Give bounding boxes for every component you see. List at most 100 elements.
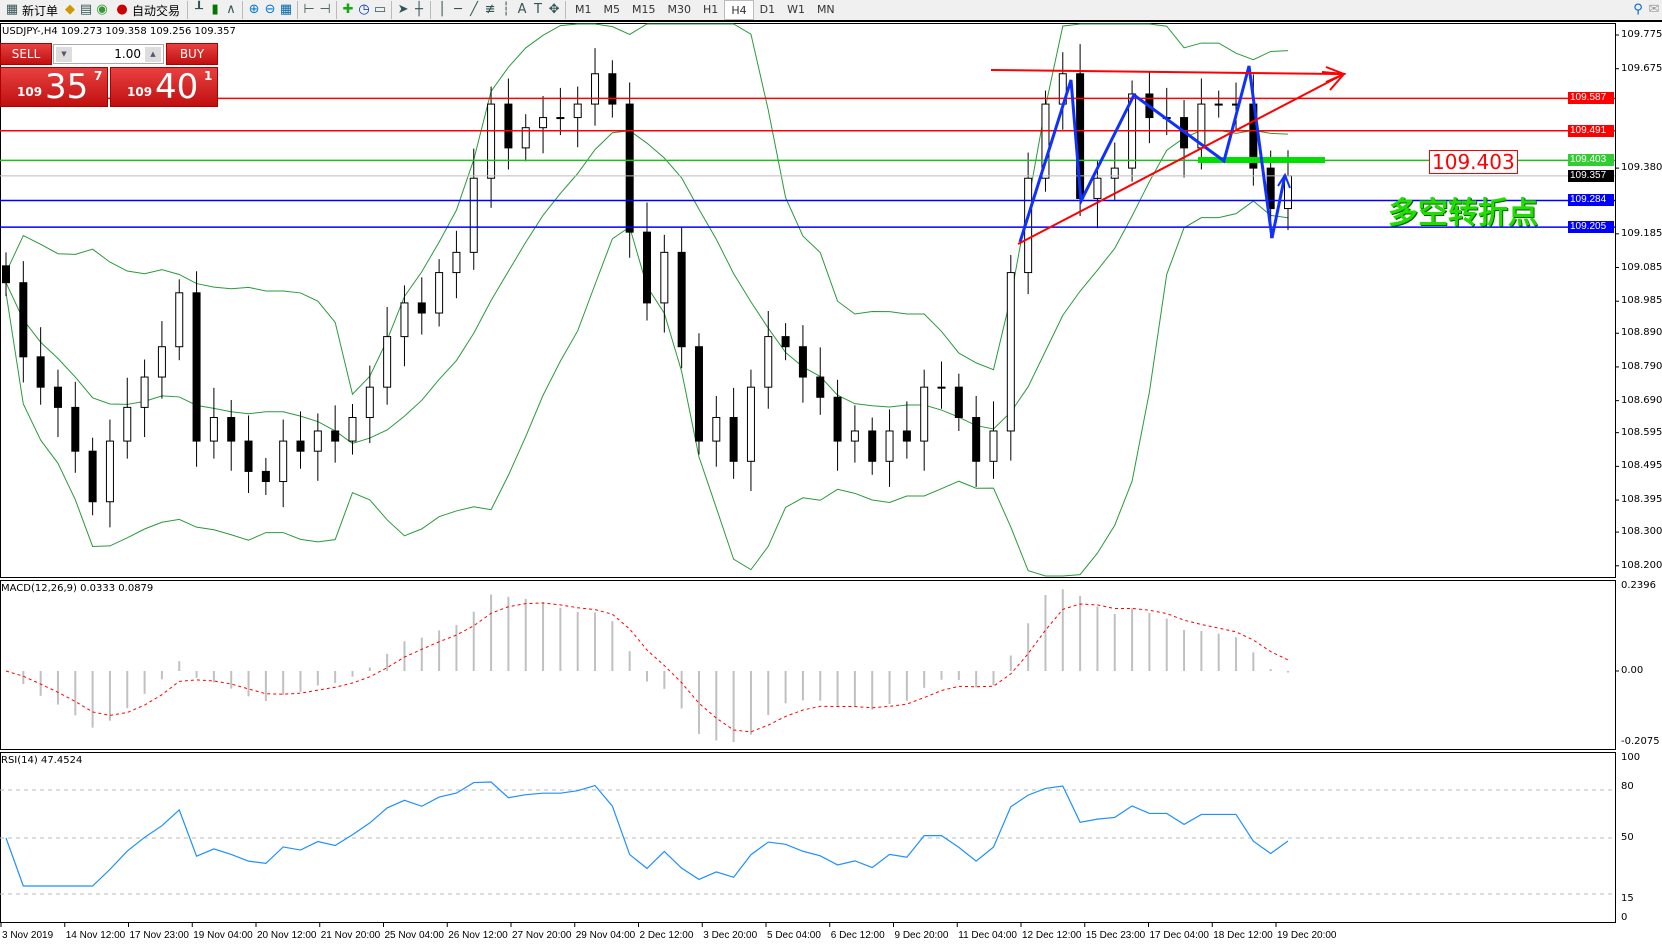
lot-size-stepper[interactable]: ▼ 1.00 ▲ xyxy=(53,44,164,64)
time-axis-label: 2 Dec 12:00 xyxy=(639,930,694,941)
bull-candle xyxy=(279,440,288,483)
decrease-lot-button[interactable]: ▼ xyxy=(56,47,72,62)
bear-candle xyxy=(833,396,842,442)
bull-candle xyxy=(989,430,998,462)
bull-candle xyxy=(452,251,461,274)
timeframe-m1[interactable]: M1 xyxy=(575,3,592,16)
bear-candle xyxy=(36,356,45,388)
terminal-icon[interactable]: ▤ xyxy=(79,2,93,17)
bear-candle xyxy=(729,416,738,462)
sell-button[interactable]: SELL xyxy=(0,43,52,65)
price-axis-label: 108.495 xyxy=(1621,460,1662,472)
sell-price-main: 35 xyxy=(45,67,89,107)
time-axis-label: 27 Nov 20:00 xyxy=(512,930,572,941)
time-axis-label: 19 Nov 04:00 xyxy=(193,930,253,941)
bear-candle xyxy=(972,416,981,462)
buy-price-button[interactable]: 109 40 1 xyxy=(110,67,218,107)
cursor-icon[interactable]: ➤ xyxy=(397,2,409,17)
bull-candle xyxy=(920,386,929,442)
sell-price-pip: 7 xyxy=(94,69,103,83)
bull-candle xyxy=(487,103,496,179)
time-axis-label: 17 Dec 04:00 xyxy=(1149,930,1210,941)
price-axis-label: 108.300 xyxy=(1621,526,1662,538)
arrows-icon[interactable]: ✥ xyxy=(548,2,560,17)
annotation-text: 多空转折点 xyxy=(1388,196,1538,231)
rsi-axis-label: 80 xyxy=(1621,781,1634,792)
time-axis-label: 26 Nov 12:00 xyxy=(448,930,508,941)
bull-candle xyxy=(348,416,357,442)
rsi-line xyxy=(5,781,1289,887)
line-chart-icon[interactable]: ∧ xyxy=(226,2,236,17)
timeframe-w1[interactable]: W1 xyxy=(787,3,805,16)
zoom-in-icon[interactable]: ⊕ xyxy=(248,2,260,17)
bear-candle xyxy=(608,73,617,105)
tile-windows-icon[interactable]: ▦ xyxy=(279,2,293,17)
timeframe-m5[interactable]: M5 xyxy=(603,3,621,16)
fibo-fan-icon[interactable]: ┆ xyxy=(502,2,510,17)
navigator-icon[interactable]: ◆ xyxy=(65,2,76,17)
chart-shift-icon[interactable]: ⊢ xyxy=(303,2,315,17)
bull-candle xyxy=(123,406,132,442)
bear-candle xyxy=(798,346,807,378)
bull-candle xyxy=(469,177,478,253)
templates-icon[interactable]: ▭ xyxy=(373,2,387,17)
bull-candle xyxy=(1093,177,1102,199)
horizontal-line-icon[interactable]: ─ xyxy=(454,2,462,17)
bull-candle xyxy=(764,336,773,388)
annotation-price-box: 109.403 xyxy=(1429,150,1518,174)
time-axis-label: 14 Nov 12:00 xyxy=(65,930,126,941)
separator xyxy=(242,1,244,19)
rsi-axis-label: 50 xyxy=(1621,832,1634,843)
bull-candle xyxy=(573,103,582,119)
bear-candle xyxy=(781,336,790,348)
search-icon[interactable]: ⚲ xyxy=(1633,2,1643,17)
bull-candle xyxy=(539,117,548,129)
timeframe-d1[interactable]: D1 xyxy=(759,3,776,16)
sell-price-button[interactable]: 109 35 7 xyxy=(0,67,108,107)
fibonacci-icon[interactable]: ≢ xyxy=(484,2,496,17)
vertical-line-icon[interactable]: │ xyxy=(438,2,446,17)
timeframe-m15[interactable]: M15 xyxy=(632,3,656,16)
trendline-icon[interactable]: ╱ xyxy=(470,2,478,17)
crosshair-icon[interactable]: ┼ xyxy=(415,2,423,17)
zoom-out-icon[interactable]: ⊖ xyxy=(264,2,276,17)
chat-icon[interactable]: ✉ xyxy=(1648,2,1660,17)
new-order-button[interactable]: ▦ 新订单 xyxy=(5,2,59,18)
chart-header: USDJPY-,H4 109.273 109.358 109.256 109.3… xyxy=(2,26,236,37)
bull-candle xyxy=(209,416,218,442)
bull-candle xyxy=(400,302,409,338)
increase-lot-button[interactable]: ▲ xyxy=(145,47,161,62)
autoscroll-icon[interactable]: ⊣ xyxy=(319,2,331,17)
lot-size-input[interactable]: 1.00 xyxy=(114,47,141,61)
new-order-icon: ▦ xyxy=(5,2,19,17)
periods-icon[interactable]: ◷ xyxy=(358,2,370,17)
separator xyxy=(430,1,432,19)
price-axis-label: 108.690 xyxy=(1621,394,1662,406)
price-axis-label: 109.085 xyxy=(1621,261,1662,273)
sell-price-big: 109 xyxy=(17,85,43,99)
bull-candle xyxy=(175,292,184,348)
timeframe-h1[interactable]: H1 xyxy=(703,3,719,16)
text-label-icon[interactable]: T xyxy=(534,2,542,17)
timeframe-m30[interactable]: M30 xyxy=(667,3,692,16)
timeframe-h4[interactable]: H4 xyxy=(724,0,754,20)
timeframe-mn[interactable]: MN xyxy=(816,3,835,16)
bull-candle xyxy=(556,117,565,120)
bear-candle xyxy=(331,430,340,442)
text-icon[interactable]: A xyxy=(517,2,527,17)
bear-candle xyxy=(677,251,686,348)
bear-candle xyxy=(694,346,703,442)
pane-frame xyxy=(0,23,1616,578)
candlestick-icon[interactable]: ▮ xyxy=(211,2,219,17)
bull-candle xyxy=(157,346,166,378)
bull-candle xyxy=(885,430,894,462)
auto-trading-button[interactable]: ● 自动交易 xyxy=(110,0,184,20)
buy-price-big: 109 xyxy=(127,85,153,99)
indicators-icon[interactable]: ✚ xyxy=(342,2,354,17)
rsi-axis-label: 15 xyxy=(1621,893,1634,904)
bear-candle xyxy=(643,231,651,304)
signals-icon[interactable]: ◉ xyxy=(96,2,108,17)
bar-chart-icon[interactable]: ┸ xyxy=(195,2,203,17)
buy-button[interactable]: BUY xyxy=(166,43,218,65)
